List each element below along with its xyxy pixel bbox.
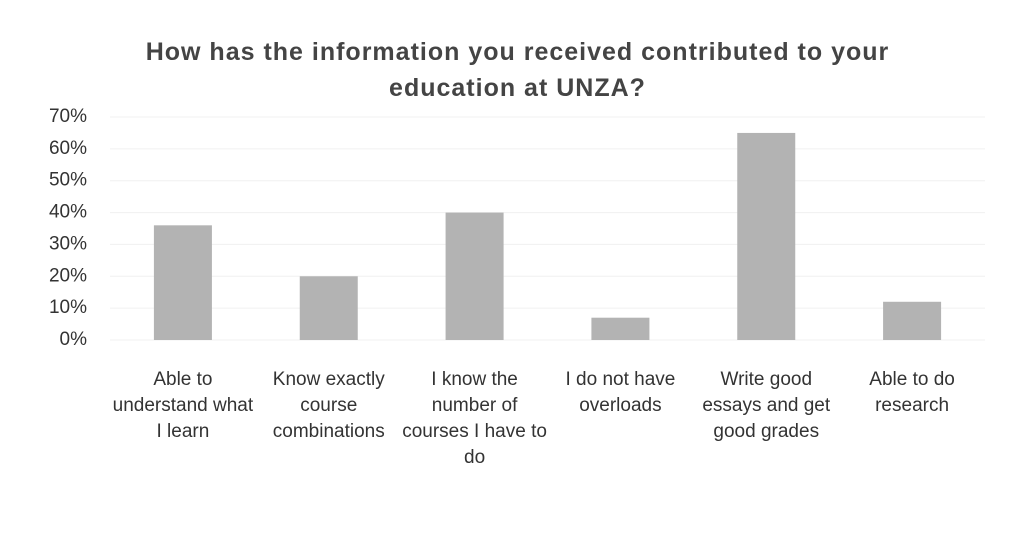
bar bbox=[883, 301, 942, 340]
y-tick-label: 70% bbox=[49, 106, 87, 127]
y-tick-label: 50% bbox=[49, 170, 87, 191]
y-tick-label: 30% bbox=[49, 233, 87, 254]
bar bbox=[737, 132, 796, 340]
x-tick-label: I do not have overloads bbox=[565, 369, 676, 416]
bar bbox=[299, 276, 358, 340]
x-tick-label: Know exactly course combinations bbox=[272, 369, 385, 442]
chart-title: How has the information you received con… bbox=[145, 38, 890, 102]
y-tick-label: 0% bbox=[60, 329, 88, 350]
bar bbox=[153, 225, 212, 340]
bar bbox=[445, 212, 504, 340]
y-tick-label: 10% bbox=[49, 297, 87, 318]
x-tick-label: Able to do research bbox=[869, 369, 955, 416]
y-tick-label: 60% bbox=[49, 138, 87, 159]
y-tick-label: 40% bbox=[49, 202, 87, 223]
x-tick-label: Able to understand what I learn bbox=[112, 369, 254, 442]
x-tick-label: Write good essays and get good grades bbox=[702, 369, 831, 442]
x-tick-label: I know the number of courses I have to d… bbox=[402, 369, 547, 468]
y-tick-label: 20% bbox=[49, 265, 87, 286]
bar bbox=[591, 317, 650, 340]
